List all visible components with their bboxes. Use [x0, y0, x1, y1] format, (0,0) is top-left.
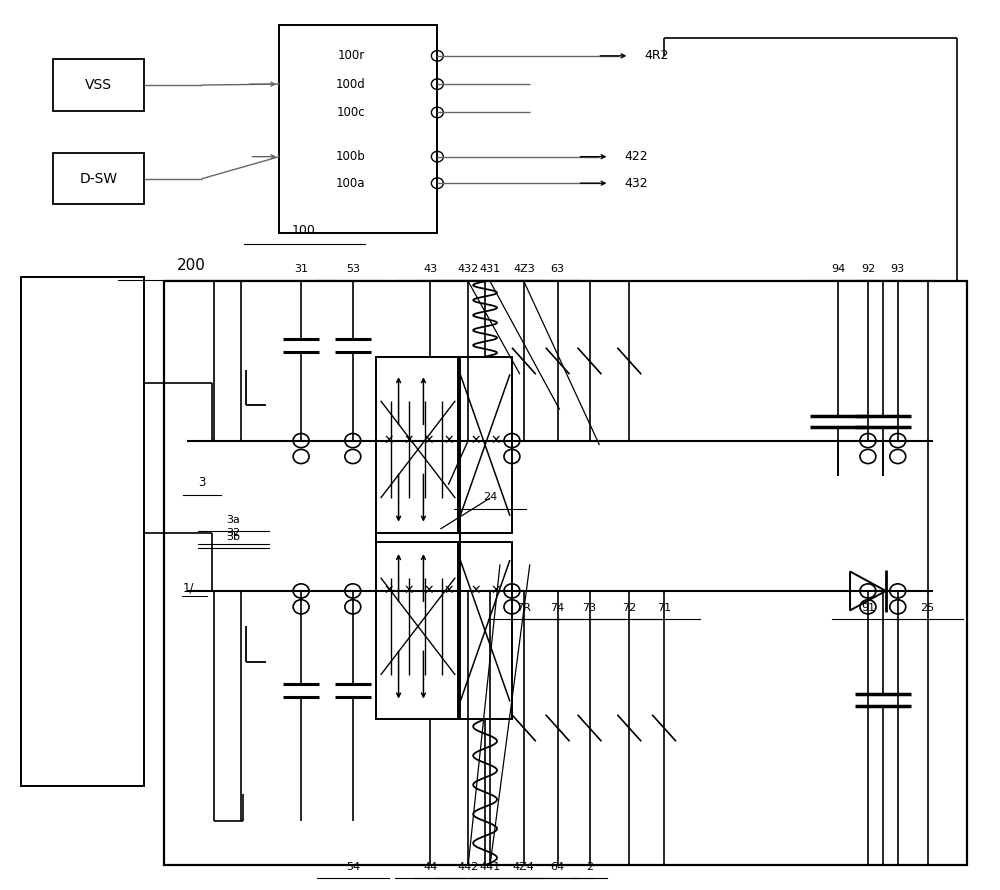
- Text: 441: 441: [479, 862, 501, 872]
- Text: 93: 93: [891, 264, 905, 274]
- Text: ✕: ✕: [491, 434, 501, 447]
- Text: 4R2: 4R2: [644, 49, 669, 62]
- Text: 63: 63: [551, 264, 565, 274]
- Text: 422: 422: [624, 150, 648, 163]
- Bar: [458, 357, 512, 533]
- Text: ✕: ✕: [383, 585, 394, 597]
- Text: ✕: ✕: [403, 434, 414, 447]
- Text: ✕: ✕: [403, 585, 414, 597]
- Text: D-SW: D-SW: [79, 172, 117, 186]
- Text: 72: 72: [622, 603, 636, 613]
- Text: 100c: 100c: [337, 106, 365, 119]
- Text: 74: 74: [551, 603, 565, 613]
- Bar: [53, 60, 144, 110]
- Text: 100r: 100r: [337, 49, 364, 62]
- Text: ✕: ✕: [443, 585, 454, 597]
- Text: 442: 442: [457, 862, 479, 872]
- Bar: [458, 542, 512, 719]
- Text: 24: 24: [483, 492, 497, 503]
- Text: 3: 3: [198, 476, 205, 490]
- Text: 100a: 100a: [336, 177, 366, 190]
- Text: 64: 64: [551, 862, 565, 872]
- Text: 4Z3: 4Z3: [513, 264, 535, 274]
- Text: 2: 2: [586, 862, 593, 872]
- Text: ✕: ✕: [383, 434, 394, 447]
- Text: 54: 54: [346, 862, 360, 872]
- Text: 25: 25: [921, 603, 935, 613]
- Bar: [53, 153, 144, 205]
- Text: 7R: 7R: [516, 603, 531, 613]
- Text: 31: 31: [294, 264, 308, 274]
- Text: 92: 92: [861, 264, 875, 274]
- Text: 73: 73: [582, 603, 597, 613]
- Bar: [376, 357, 460, 542]
- Text: 44: 44: [423, 862, 438, 872]
- Text: 71: 71: [657, 603, 671, 613]
- Text: 100: 100: [292, 224, 316, 237]
- Bar: [21, 277, 144, 786]
- Text: 1/: 1/: [182, 582, 194, 595]
- Text: ✕: ✕: [491, 585, 501, 597]
- Text: 91: 91: [861, 603, 875, 613]
- Text: ✕: ✕: [471, 434, 481, 447]
- Text: 432: 432: [624, 177, 648, 190]
- Text: VSS: VSS: [85, 78, 112, 92]
- Text: 432: 432: [458, 264, 479, 274]
- Text: 100b: 100b: [336, 150, 366, 163]
- Bar: [376, 533, 460, 719]
- Text: 94: 94: [831, 264, 845, 274]
- Text: 100d: 100d: [336, 77, 366, 91]
- Text: 431: 431: [479, 264, 501, 274]
- Bar: [279, 25, 437, 232]
- Text: 3b: 3b: [226, 532, 240, 542]
- Text: 53: 53: [346, 264, 360, 274]
- Text: ✕: ✕: [423, 434, 434, 447]
- Text: 4Z4: 4Z4: [513, 862, 535, 872]
- Text: 43: 43: [423, 264, 437, 274]
- Text: ✕: ✕: [443, 434, 454, 447]
- Text: ✕: ✕: [471, 585, 481, 597]
- Bar: [164, 281, 967, 865]
- Text: ✕: ✕: [423, 585, 434, 597]
- Text: 200: 200: [177, 257, 206, 272]
- Text: 32: 32: [226, 528, 241, 538]
- Text: 3a: 3a: [227, 514, 240, 524]
